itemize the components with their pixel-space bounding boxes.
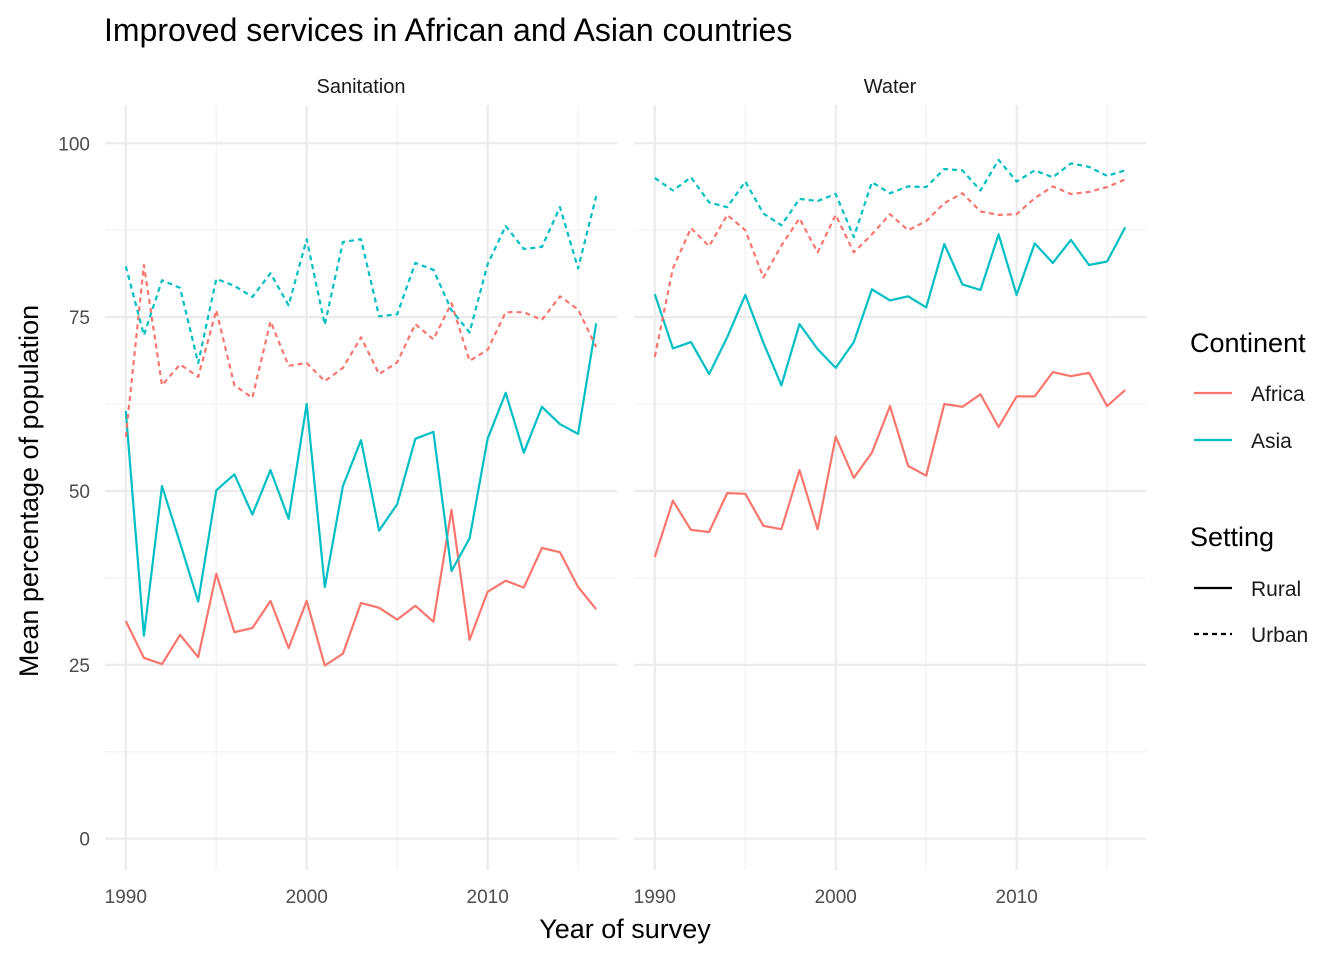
series-line-africa-urban — [653, 178, 1126, 358]
x-tick-label: 1990 — [634, 887, 676, 908]
x-tick-label: 1990 — [105, 887, 147, 908]
y-tick-label: 100 — [58, 134, 90, 155]
chart-title: Improved services in African and Asian c… — [104, 12, 792, 48]
y-tick-label: 0 — [79, 830, 90, 851]
y-tick-label: 75 — [69, 308, 90, 329]
legend-label: Rural — [1251, 578, 1301, 601]
series-line-asia-urban — [124, 195, 598, 365]
facet-strip-label: Sanitation — [317, 76, 406, 98]
series-line-asia-rural — [124, 323, 598, 637]
series-line-africa-rural — [653, 371, 1126, 558]
y-tick-label: 25 — [69, 656, 90, 677]
y-tick-label: 50 — [69, 482, 90, 503]
panel-sanitation: Sanitation 1990 2000 2010 0 25 50 75 100 — [58, 76, 617, 908]
series-line-asia-rural — [653, 226, 1127, 387]
legend-title: Setting — [1190, 522, 1274, 552]
x-tick-label: 2010 — [467, 887, 509, 908]
series-line-africa-rural — [124, 508, 598, 667]
facet-strip-label: Water — [864, 76, 917, 98]
series-line-asia-urban — [654, 158, 1126, 239]
panel-water: Water 1990 2000 2010 — [634, 76, 1146, 908]
legend-label: Asia — [1251, 430, 1292, 453]
legend-title: Continent — [1190, 328, 1306, 358]
series-line-africa-urban — [124, 263, 598, 437]
legend-label: Africa — [1251, 383, 1305, 406]
x-tick-label: 2010 — [996, 887, 1038, 908]
y-axis-title: Mean percentage of population — [14, 305, 44, 677]
x-axis-title: Year of survey — [539, 914, 711, 944]
x-tick-label: 2000 — [815, 887, 857, 908]
legend: Continent Africa Asia Setting Rural Urban — [1190, 328, 1308, 647]
x-tick-label: 2000 — [286, 887, 328, 908]
legend-label: Urban — [1251, 624, 1308, 647]
